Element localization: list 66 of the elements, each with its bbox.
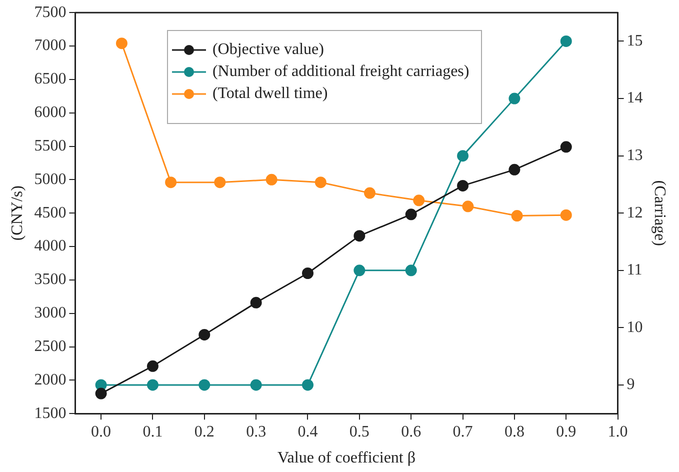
y-tick-label: 6500 — [34, 70, 66, 88]
y-tick-label: 2000 — [34, 371, 66, 388]
point — [508, 92, 520, 104]
point — [250, 296, 262, 308]
y-tick-label: 4500 — [34, 204, 66, 222]
point — [457, 150, 469, 162]
point — [302, 268, 314, 279]
y-tick-label: 3500 — [34, 271, 66, 288]
point — [198, 328, 210, 340]
y2-tick-label: 10 — [626, 318, 643, 336]
point — [165, 176, 177, 188]
y2-tick-label: 11 — [626, 262, 642, 279]
point — [95, 388, 107, 400]
point — [508, 164, 520, 176]
y-tick-label: 3000 — [34, 304, 66, 322]
y-tick-label: 4000 — [34, 238, 66, 255]
x-tick-label: 0.7 — [452, 423, 473, 440]
point — [116, 38, 128, 50]
x-tick-label: 0.3 — [246, 423, 266, 440]
point — [364, 187, 376, 199]
y2-tick-label: 14 — [626, 90, 643, 107]
y-tick-label: 5500 — [34, 137, 66, 154]
x-tick-label: 0.5 — [349, 423, 370, 440]
point — [511, 210, 523, 222]
point — [146, 379, 158, 391]
x-tick-label: 0.1 — [142, 423, 163, 440]
point — [314, 176, 326, 188]
legend-label: (Total dwell time) — [212, 84, 328, 103]
x-tick-label: 0.6 — [401, 423, 422, 440]
point — [250, 379, 262, 391]
y2-tick-label: 12 — [626, 204, 643, 222]
point — [560, 35, 572, 47]
x-tick-label: 0.2 — [194, 423, 214, 440]
x-tick-label: 0.9 — [556, 423, 576, 440]
y2-tick-label: 9 — [626, 376, 635, 394]
y-tick-label: 6000 — [34, 104, 66, 122]
x-axis-title: Value of coefficient β — [277, 450, 416, 467]
point — [198, 379, 210, 391]
point — [457, 180, 469, 192]
y-tick-label: 2500 — [34, 338, 66, 355]
y-tick-label: 1500 — [34, 404, 66, 422]
y-axis-title: (CNY/s) — [8, 186, 26, 241]
point — [214, 176, 226, 188]
y-tick-label: 5000 — [34, 170, 66, 188]
y2-tick-label: 15 — [626, 32, 643, 50]
point — [462, 200, 474, 212]
point — [354, 230, 366, 242]
legend-label: (Objective value) — [212, 40, 324, 59]
x-tick-label: 0.4 — [298, 423, 318, 440]
point — [302, 379, 314, 391]
y2-axis-title: (Carriage) — [651, 180, 668, 246]
point — [266, 174, 278, 186]
point — [405, 208, 417, 220]
x-tick-label: 0.8 — [504, 423, 524, 440]
point — [405, 264, 417, 276]
legend-label: (Number of additional freight carriages) — [212, 62, 470, 81]
y-tick-label: 7500 — [34, 4, 66, 21]
y-tick-label: 7000 — [34, 37, 66, 54]
y2-tick-label: 13 — [626, 147, 643, 164]
x-tick-label: 0.0 — [91, 423, 112, 440]
point — [560, 141, 572, 153]
point — [560, 209, 572, 221]
x-tick-label: 1.0 — [608, 423, 628, 440]
point — [146, 360, 158, 372]
point — [354, 264, 366, 276]
point — [413, 194, 425, 206]
